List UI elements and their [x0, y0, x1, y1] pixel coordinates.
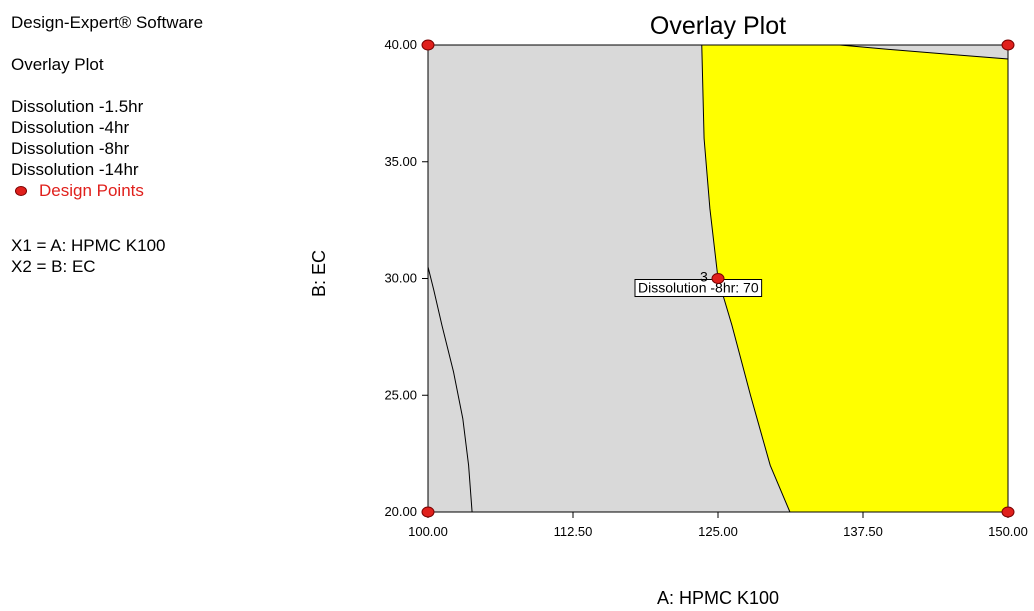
y-axis-label: B: EC — [309, 250, 329, 297]
design-point-dot-icon — [15, 185, 27, 196]
y-tick-label: 25.00 — [384, 387, 417, 402]
x-tick-label: 137.50 — [843, 524, 883, 539]
design-points-legend: Design Points — [11, 180, 291, 201]
response-item-4: Dissolution -14hr — [11, 160, 139, 179]
plot-name: Overlay Plot — [11, 55, 104, 74]
design-points — [421, 39, 1015, 518]
design-point — [421, 39, 435, 51]
contour-lines — [427, 266, 473, 513]
x-tick-label: 125.00 — [698, 524, 738, 539]
left-contour — [427, 266, 473, 513]
design-point — [711, 273, 725, 284]
factor-x2: X2 = B: EC — [11, 257, 96, 276]
response-item-1: Dissolution -1.5hr — [11, 97, 144, 116]
response-item-2: Dissolution -4hr — [11, 118, 130, 137]
x-tick-label: 150.00 — [988, 524, 1028, 539]
x-tick-label: 100.00 — [408, 524, 448, 539]
center-point-count: 3 — [700, 269, 708, 285]
y-tick-label: 35.00 — [384, 154, 417, 169]
y-axis: 20.00 25.00 30.00 35.00 40.00 — [384, 37, 428, 519]
response-item-3: Dissolution -8hr — [11, 139, 130, 158]
legend-panel: Design-Expert® Software Overlay Plot Dis… — [11, 12, 291, 277]
design-point — [1001, 39, 1015, 51]
y-tick-label: 40.00 — [384, 37, 417, 52]
factor-x1: X1 = A: HPMC K100 — [11, 236, 166, 255]
y-tick-label: 30.00 — [384, 271, 417, 286]
x-tick-label: 112.50 — [554, 524, 593, 539]
feasible-region — [701, 44, 1009, 513]
design-point — [1001, 506, 1015, 518]
design-point — [421, 506, 435, 518]
chart-title: Overlay Plot — [650, 12, 786, 40]
x-axis: 100.00 112.50 125.00 137.50 150.00 — [408, 512, 1028, 539]
point-flag: Dissolution -8hr: 70 — [634, 279, 763, 297]
flag-label: Dissolution -8hr: 70 — [638, 280, 759, 296]
design-points-label: Design Points — [39, 181, 144, 200]
software-name: Design-Expert® Software — [11, 13, 204, 32]
y-tick-label: 20.00 — [384, 504, 417, 519]
flag-box — [634, 279, 763, 297]
x-axis-label: A: HPMC K100 — [657, 588, 779, 608]
